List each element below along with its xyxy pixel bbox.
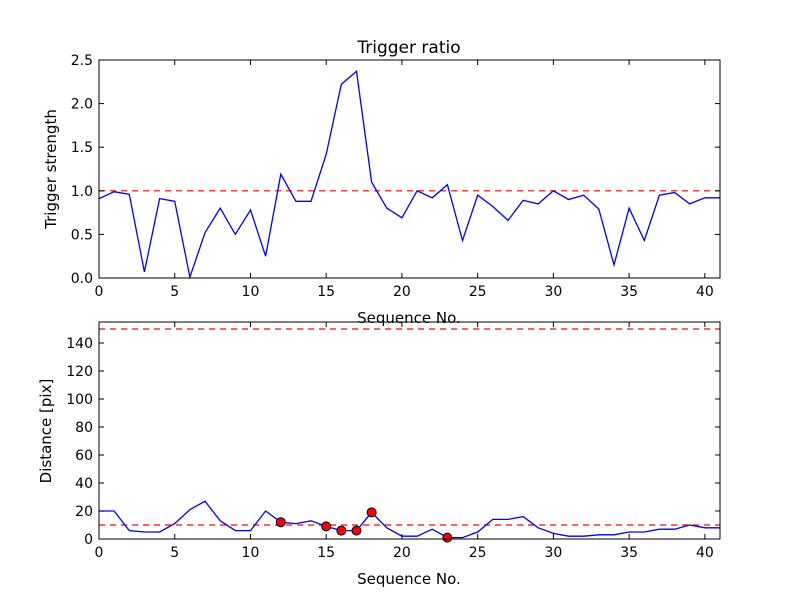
highlight-point-4: [366, 507, 377, 518]
y-tick-label: 80: [75, 420, 93, 436]
trigger-ratio-panel: Trigger ratio Sequence No. Trigger stren…: [42, 38, 721, 327]
highlight-point-1: [321, 521, 332, 532]
x-tick-label: 15: [317, 545, 335, 561]
x-tick-label: 5: [170, 545, 179, 561]
x-tick-label: 20: [393, 545, 411, 561]
y-tick-label: 100: [66, 392, 93, 408]
x-tick-label: 40: [696, 284, 714, 300]
x-tick-label: 40: [696, 545, 714, 561]
chart-title: Trigger ratio: [356, 38, 460, 58]
x-tick-label: 10: [242, 284, 260, 300]
x-tick-label: 35: [620, 545, 638, 561]
series-line-0: [99, 500, 720, 539]
x-tick-label: 0: [95, 545, 104, 561]
y-tick-label: 120: [66, 364, 93, 380]
distance-panel: Sequence No. Distance [pix] 0 5 10 15 20 25 30…: [37, 321, 721, 588]
y-axis-label-bottom: Distance [pix]: [37, 379, 55, 484]
x-tick-label: 35: [620, 284, 638, 300]
y-tick-label: 0: [84, 532, 93, 548]
y-tick-label: 40: [75, 476, 93, 492]
x-tick-label: 0: [95, 284, 104, 300]
y-tick-label: 140: [66, 336, 93, 352]
y-tick-label: 60: [75, 448, 93, 464]
series-line-0: [98, 70, 720, 280]
x-tick-label: 25: [469, 284, 487, 300]
y-tick-label: 2.0: [71, 97, 93, 113]
x-tick-label: 15: [317, 284, 335, 300]
x-tick-label: 10: [242, 545, 260, 561]
y-tick-label: 0.5: [71, 227, 93, 243]
y-tick-label: 20: [75, 504, 93, 520]
y-axis-label-top: Trigger strength: [42, 109, 60, 230]
plot-frame: [98, 59, 721, 279]
plot-frame: [98, 321, 721, 540]
x-tick-label: 5: [170, 284, 179, 300]
highlight-point-5: [442, 532, 453, 543]
y-tick-label: 2.5: [71, 53, 93, 69]
highlight-point-0: [275, 517, 286, 528]
highlight-point-2: [336, 525, 347, 536]
x-tick-label: 30: [544, 545, 562, 561]
y-tick-label: 1.5: [71, 140, 93, 156]
x-axis-label-top: Sequence No.: [357, 309, 461, 327]
y-tick-label: 1.0: [71, 184, 93, 200]
x-axis-label-bottom: Sequence No.: [357, 570, 461, 588]
x-tick-label: 25: [469, 545, 487, 561]
x-tick-label: 30: [544, 284, 562, 300]
y-tick-label: 0.0: [71, 271, 93, 287]
highlight-point-3: [351, 525, 362, 536]
x-tick-label: 20: [393, 284, 411, 300]
